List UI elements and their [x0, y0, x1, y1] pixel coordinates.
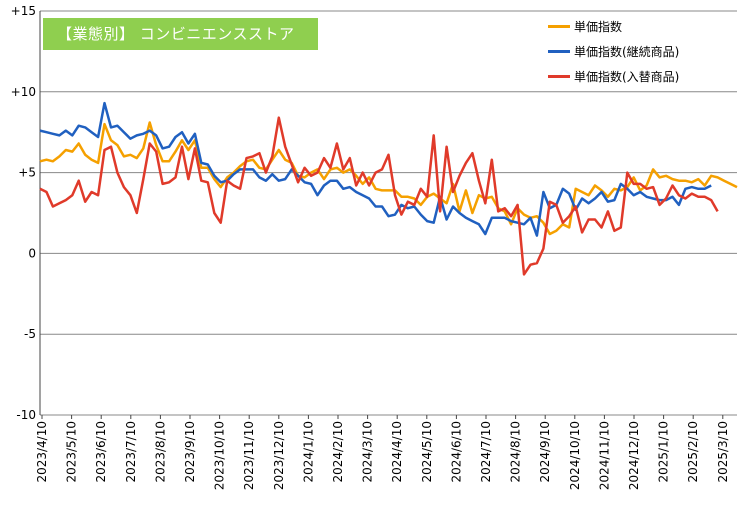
x-tick-label: 2024/10/10	[568, 421, 582, 490]
x-tick-label: 2024/5/10	[420, 421, 434, 483]
x-tick-label: 2023/5/10	[65, 421, 79, 483]
legend-item-0: 単価指数	[548, 14, 679, 39]
x-tick-label: 2023/6/10	[94, 421, 108, 483]
legend: 単価指数 単価指数(継続商品) 単価指数(入替商品)	[548, 14, 679, 89]
x-tick-label: 2024/2/10	[331, 421, 345, 483]
x-tick-label: 2024/7/10	[479, 421, 493, 483]
gridlines	[39, 10, 737, 416]
y-tick-label: +5	[18, 166, 36, 180]
x-tick-label: 2024/3/10	[361, 421, 375, 483]
x-tick-label: 2023/8/10	[153, 421, 167, 483]
legend-label-1: 単価指数(継続商品)	[574, 45, 680, 59]
chart-title: 【業態別】 コンビニエンスストア	[43, 18, 318, 50]
x-tick-label: 2024/8/10	[509, 421, 523, 483]
legend-label-2: 単価指数(入替商品)	[574, 70, 680, 84]
x-tick-label: 2025/3/10	[716, 421, 730, 483]
x-tick-label: 2024/4/10	[390, 421, 404, 483]
series-lines	[39, 101, 738, 276]
x-axis-ticks: 2023/4/10 2023/5/10 2023/6/10 2023/7/10 2023…	[35, 415, 730, 490]
y-axis-ticks: -10 -5 0 +5 +10 +15	[11, 4, 36, 422]
x-tick-label: 2023/10/10	[213, 421, 227, 490]
x-tick-label: 2024/6/10	[449, 421, 463, 483]
legend-swatch-0	[548, 25, 570, 28]
series-line-0	[39, 121, 738, 236]
legend-swatch-2	[548, 75, 570, 78]
x-tick-label: 2023/11/10	[242, 421, 256, 490]
y-tick-label: +15	[11, 4, 36, 18]
x-tick-label: 2023/12/10	[272, 421, 286, 490]
x-tick-label: 2025/2/10	[686, 421, 700, 483]
x-tick-label: 2024/11/10	[597, 421, 611, 490]
y-tick-label: 0	[28, 246, 36, 260]
series-line-2	[39, 116, 719, 276]
x-tick-label: 2024/12/10	[627, 421, 641, 490]
x-tick-label: 2023/7/10	[124, 421, 138, 483]
x-tick-label: 2025/1/10	[657, 421, 671, 483]
y-tick-label: -5	[24, 327, 36, 341]
x-tick-label: 2024/9/10	[538, 421, 552, 483]
series-line-1	[39, 101, 712, 237]
legend-item-1: 単価指数(継続商品)	[548, 39, 679, 64]
x-tick-label: 2023/4/10	[35, 421, 49, 483]
legend-swatch-1	[548, 50, 570, 53]
legend-item-2: 単価指数(入替商品)	[548, 64, 679, 89]
x-tick-label: 2024/1/10	[301, 421, 315, 483]
legend-label-0: 単価指数	[574, 20, 623, 34]
x-tick-label: 2023/9/10	[183, 421, 197, 483]
y-tick-label: -10	[16, 408, 36, 422]
y-tick-label: +10	[11, 85, 36, 99]
